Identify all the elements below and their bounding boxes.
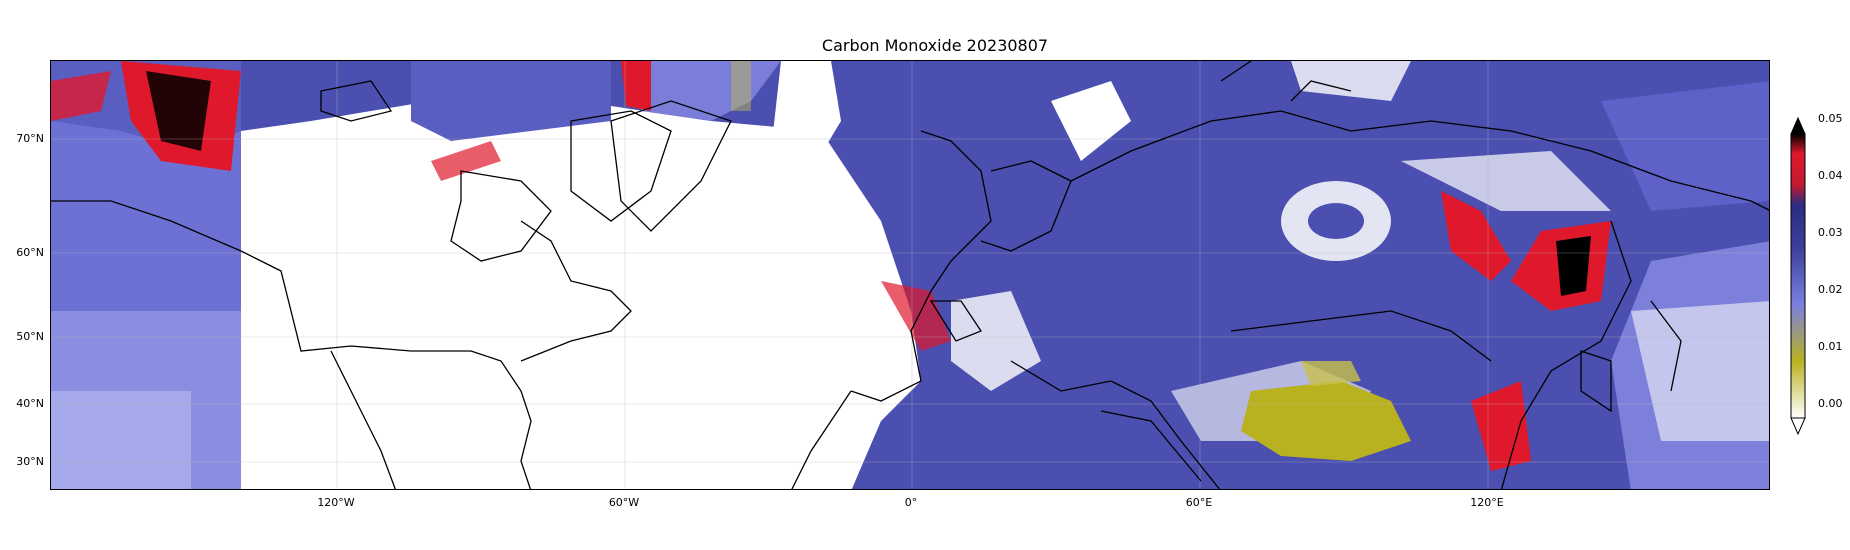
carbon-monoxide-map (51, 61, 1769, 489)
lon-label-60w: 60°W (608, 496, 640, 509)
lon-label-0: 0° (904, 496, 918, 509)
colorbar-tick: 0.05 (1818, 112, 1843, 125)
lat-label-50n: 50°N (16, 330, 44, 343)
lat-label-40n: 40°N (16, 397, 44, 410)
lat-label-70n: 70°N (16, 132, 44, 145)
lon-label-120w: 120°W (317, 496, 355, 509)
lat-label-60n: 60°N (16, 246, 44, 259)
lat-label-30n: 30°N (16, 455, 44, 468)
colorbar-tick: 0.02 (1818, 283, 1843, 296)
lon-label-60e: 60°E (1185, 496, 1213, 509)
colorbar (1790, 116, 1806, 436)
colorbar-tick: 0.03 (1818, 226, 1843, 239)
map-title: Carbon Monoxide 20230807 (821, 36, 1049, 55)
lon-label-120e: 120°E (1470, 496, 1504, 509)
colorbar-tick: 0.01 (1818, 340, 1843, 353)
map-canvas (50, 60, 1770, 490)
colorbar-tick: 0.04 (1818, 169, 1843, 182)
colorbar-tick: 0.00 (1818, 397, 1843, 410)
